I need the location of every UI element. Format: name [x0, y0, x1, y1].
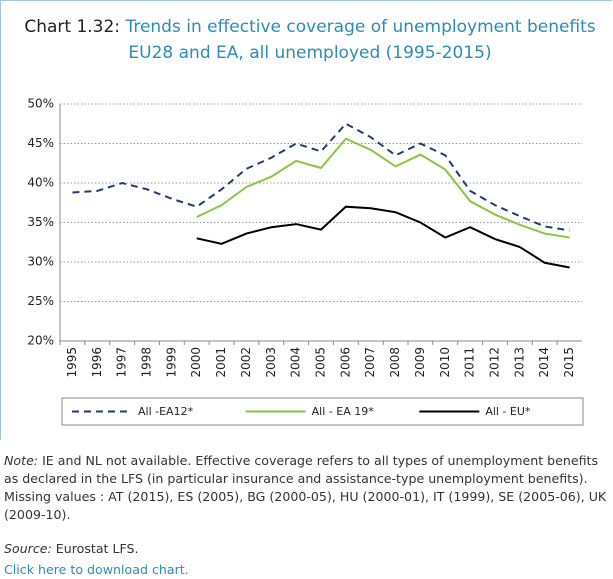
x-tick-label: 2006 [338, 347, 352, 378]
source: Source: Eurostat LFS. [4, 540, 610, 558]
x-tick-label: 2002 [239, 347, 253, 378]
y-tick-label: 45% [27, 136, 54, 150]
chart-title: Chart 1.32: Trends in effective coverage… [20, 14, 600, 66]
y-tick-label: 50% [27, 97, 54, 111]
x-tick-label: 2000 [189, 347, 203, 378]
x-tick-label: 2003 [264, 347, 278, 378]
x-tick-label: 2014 [537, 347, 551, 378]
legend-box [61, 397, 584, 426]
title-text: Trends in effective coverage of unemploy… [125, 17, 596, 63]
y-tick-label: 35% [27, 215, 54, 229]
chart-label: Chart 1.32: [24, 17, 121, 37]
x-tick-label: 2001 [214, 347, 228, 378]
x-tick-label: 1996 [90, 347, 104, 378]
x-tick-label: 1998 [140, 347, 154, 378]
x-tick-label: 1995 [65, 347, 79, 378]
note: Note: IE and NL not available. Effective… [4, 452, 610, 524]
source-text: Eurostat LFS. [55, 541, 139, 556]
download-link[interactable]: Click here to download chart. [4, 562, 189, 577]
legend-label: All - EU* [485, 405, 531, 418]
series-line [72, 122, 570, 232]
x-tick-label: 2015 [562, 347, 576, 378]
series-line [196, 137, 570, 239]
chart-frame [0, 0, 612, 440]
x-tick-label: 2004 [289, 347, 303, 378]
x-tick-label: 1999 [164, 347, 178, 378]
y-tick-label: 25% [27, 294, 54, 308]
x-tick-label: 2005 [314, 347, 328, 378]
x-tick-label: 1997 [115, 347, 129, 378]
series-line [196, 205, 570, 269]
x-tick-label: 2007 [363, 347, 377, 378]
x-tick-label: 2008 [388, 347, 402, 378]
x-tick-label: 2012 [488, 347, 502, 378]
x-tick-label: 2009 [413, 347, 427, 378]
note-label: Note: [4, 453, 39, 468]
y-tick-label: 40% [27, 176, 54, 190]
y-tick-label: 30% [27, 255, 54, 269]
source-label: Source: [4, 541, 52, 556]
y-tick-label: 20% [27, 334, 54, 348]
chart: 20% 25% 30% 35% 40% 45% 50% 1995 1996 1997 1998 199… [27, 97, 584, 426]
legend-label: All - EA 19* [312, 405, 375, 418]
x-tick-label: 2013 [512, 347, 526, 378]
x-tick-label: 2011 [463, 347, 477, 378]
x-tick-label: 2010 [438, 347, 452, 378]
legend-label: All -EA12* [138, 405, 194, 418]
note-text: IE and NL not available. Effective cover… [4, 453, 607, 522]
